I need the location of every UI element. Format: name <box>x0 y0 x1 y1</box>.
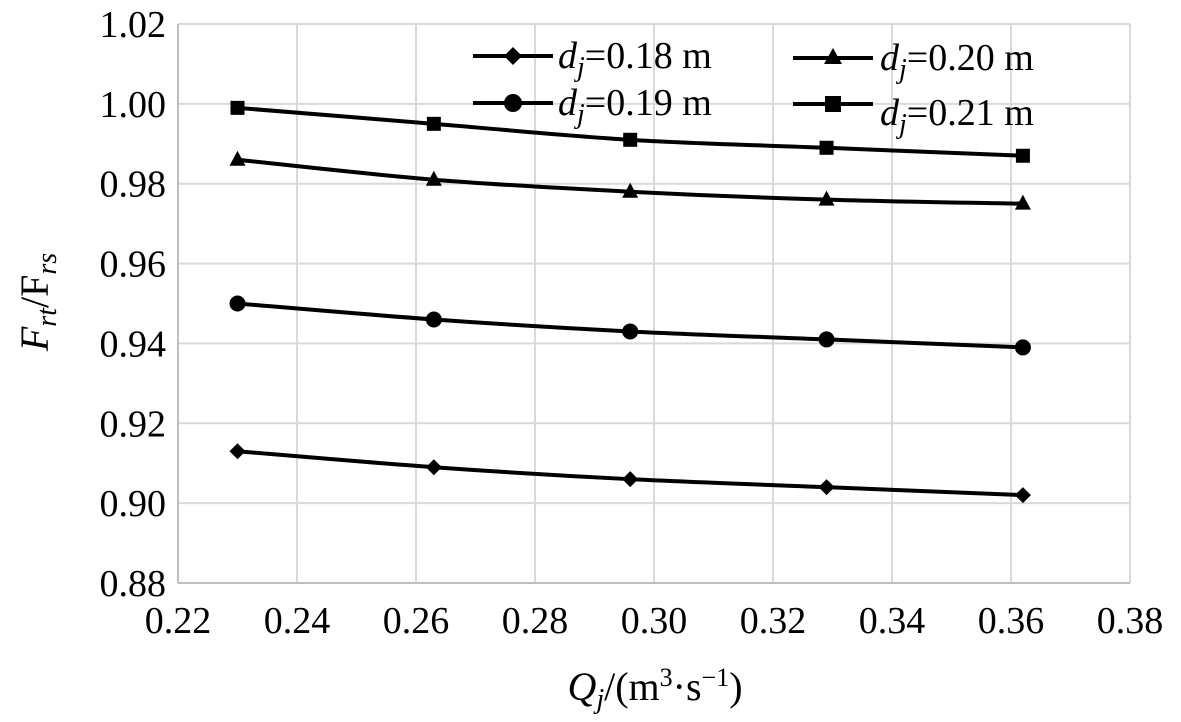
y-title-sub-rs: rs <box>32 253 63 275</box>
legend-circle-marker <box>504 94 522 112</box>
y-title-f: F <box>12 326 57 352</box>
x-title-sup-minus1: −1 <box>702 663 730 692</box>
y-tick-label: 0.92 <box>100 403 167 445</box>
series-1 <box>229 295 1031 356</box>
x-axis-title: Qj/(m3·s−1) <box>567 663 742 715</box>
x-tick-label: 0.38 <box>1097 600 1164 642</box>
y-axis-title: Frt/Frs <box>12 253 63 352</box>
data-point-square <box>426 116 441 131</box>
x-tick-label: 0.30 <box>621 600 688 642</box>
data-point-square <box>819 140 834 155</box>
x-tick-labels: 0.22 0.24 0.26 0.28 0.30 0.32 0.34 0.36 0.38 <box>145 600 1164 642</box>
legend-item-0: dj=0.18 m <box>473 35 712 83</box>
x-title-unit-mid: ·s <box>673 664 702 709</box>
data-point-triangle <box>1014 194 1031 210</box>
data-point-triangle <box>818 190 835 206</box>
y-tick-label: 0.90 <box>100 483 167 525</box>
x-tick-label: 0.36 <box>978 600 1045 642</box>
x-tick-label: 0.26 <box>383 600 450 642</box>
data-point-diamond <box>1014 487 1031 504</box>
legend-label-1: dj=0.19 m <box>558 82 712 130</box>
legend-triangle-marker <box>824 48 842 64</box>
data-point-circle <box>425 311 442 328</box>
data-point-diamond <box>622 471 639 488</box>
x-title-q: Q <box>567 664 596 709</box>
legend: dj=0.18 m dj=0.19 m dj=0.20 m dj=0.21 m <box>473 35 1034 140</box>
x-title-sub-j: j <box>593 684 604 715</box>
legend-diamond-marker <box>504 47 522 65</box>
legend-item-2: dj=0.20 m <box>793 37 1034 85</box>
axes <box>177 24 1130 584</box>
data-point-triangle <box>425 170 442 186</box>
data-point-square <box>1015 148 1030 163</box>
legend-label-0: dj=0.18 m <box>558 35 712 83</box>
y-tick-label: 1.02 <box>100 4 167 46</box>
data-point-diamond <box>818 479 835 496</box>
legend-item-3: dj=0.21 m <box>793 92 1034 140</box>
x-tick-label: 0.34 <box>859 600 926 642</box>
y-tick-labels: 0.88 0.90 0.92 0.94 0.96 0.98 1.00 1.02 <box>100 4 167 605</box>
x-tick-label: 0.24 <box>264 600 331 642</box>
y-tick-label: 0.88 <box>100 563 167 605</box>
legend-item-1: dj=0.19 m <box>473 82 712 130</box>
y-title-f-rs: /F <box>12 275 57 308</box>
x-tick-label: 0.22 <box>145 600 212 642</box>
x-title-unit-prefix: /(m <box>604 664 660 709</box>
data-point-diamond <box>229 443 246 460</box>
data-point-circle <box>1014 339 1031 356</box>
series-2 <box>229 150 1031 210</box>
legend-label-3: dj=0.21 m <box>880 92 1034 140</box>
data-point-diamond <box>425 459 442 476</box>
data-point-circle <box>622 323 639 340</box>
legend-square-marker <box>825 96 841 112</box>
x-tick-label: 0.32 <box>740 600 807 642</box>
x-title-unit-suffix: ) <box>729 664 742 709</box>
series-3 <box>230 100 1030 163</box>
data-point-triangle <box>622 182 639 198</box>
y-tick-label: 0.98 <box>100 164 167 206</box>
y-tick-label: 1.00 <box>100 84 167 126</box>
data-point-square <box>230 100 245 115</box>
y-tick-label: 0.94 <box>100 323 167 365</box>
y-tick-label: 0.96 <box>100 244 167 286</box>
y-title-sub-rt: rt <box>32 307 63 327</box>
x-title-sup-3: 3 <box>660 663 673 692</box>
data-point-circle <box>229 295 246 312</box>
data-point-square <box>623 132 638 147</box>
data-point-triangle <box>229 150 246 166</box>
series <box>229 100 1031 504</box>
x-tick-label: 0.28 <box>502 600 569 642</box>
series-0 <box>229 443 1031 504</box>
legend-label-2: dj=0.20 m <box>880 37 1034 85</box>
data-point-circle <box>818 331 835 348</box>
